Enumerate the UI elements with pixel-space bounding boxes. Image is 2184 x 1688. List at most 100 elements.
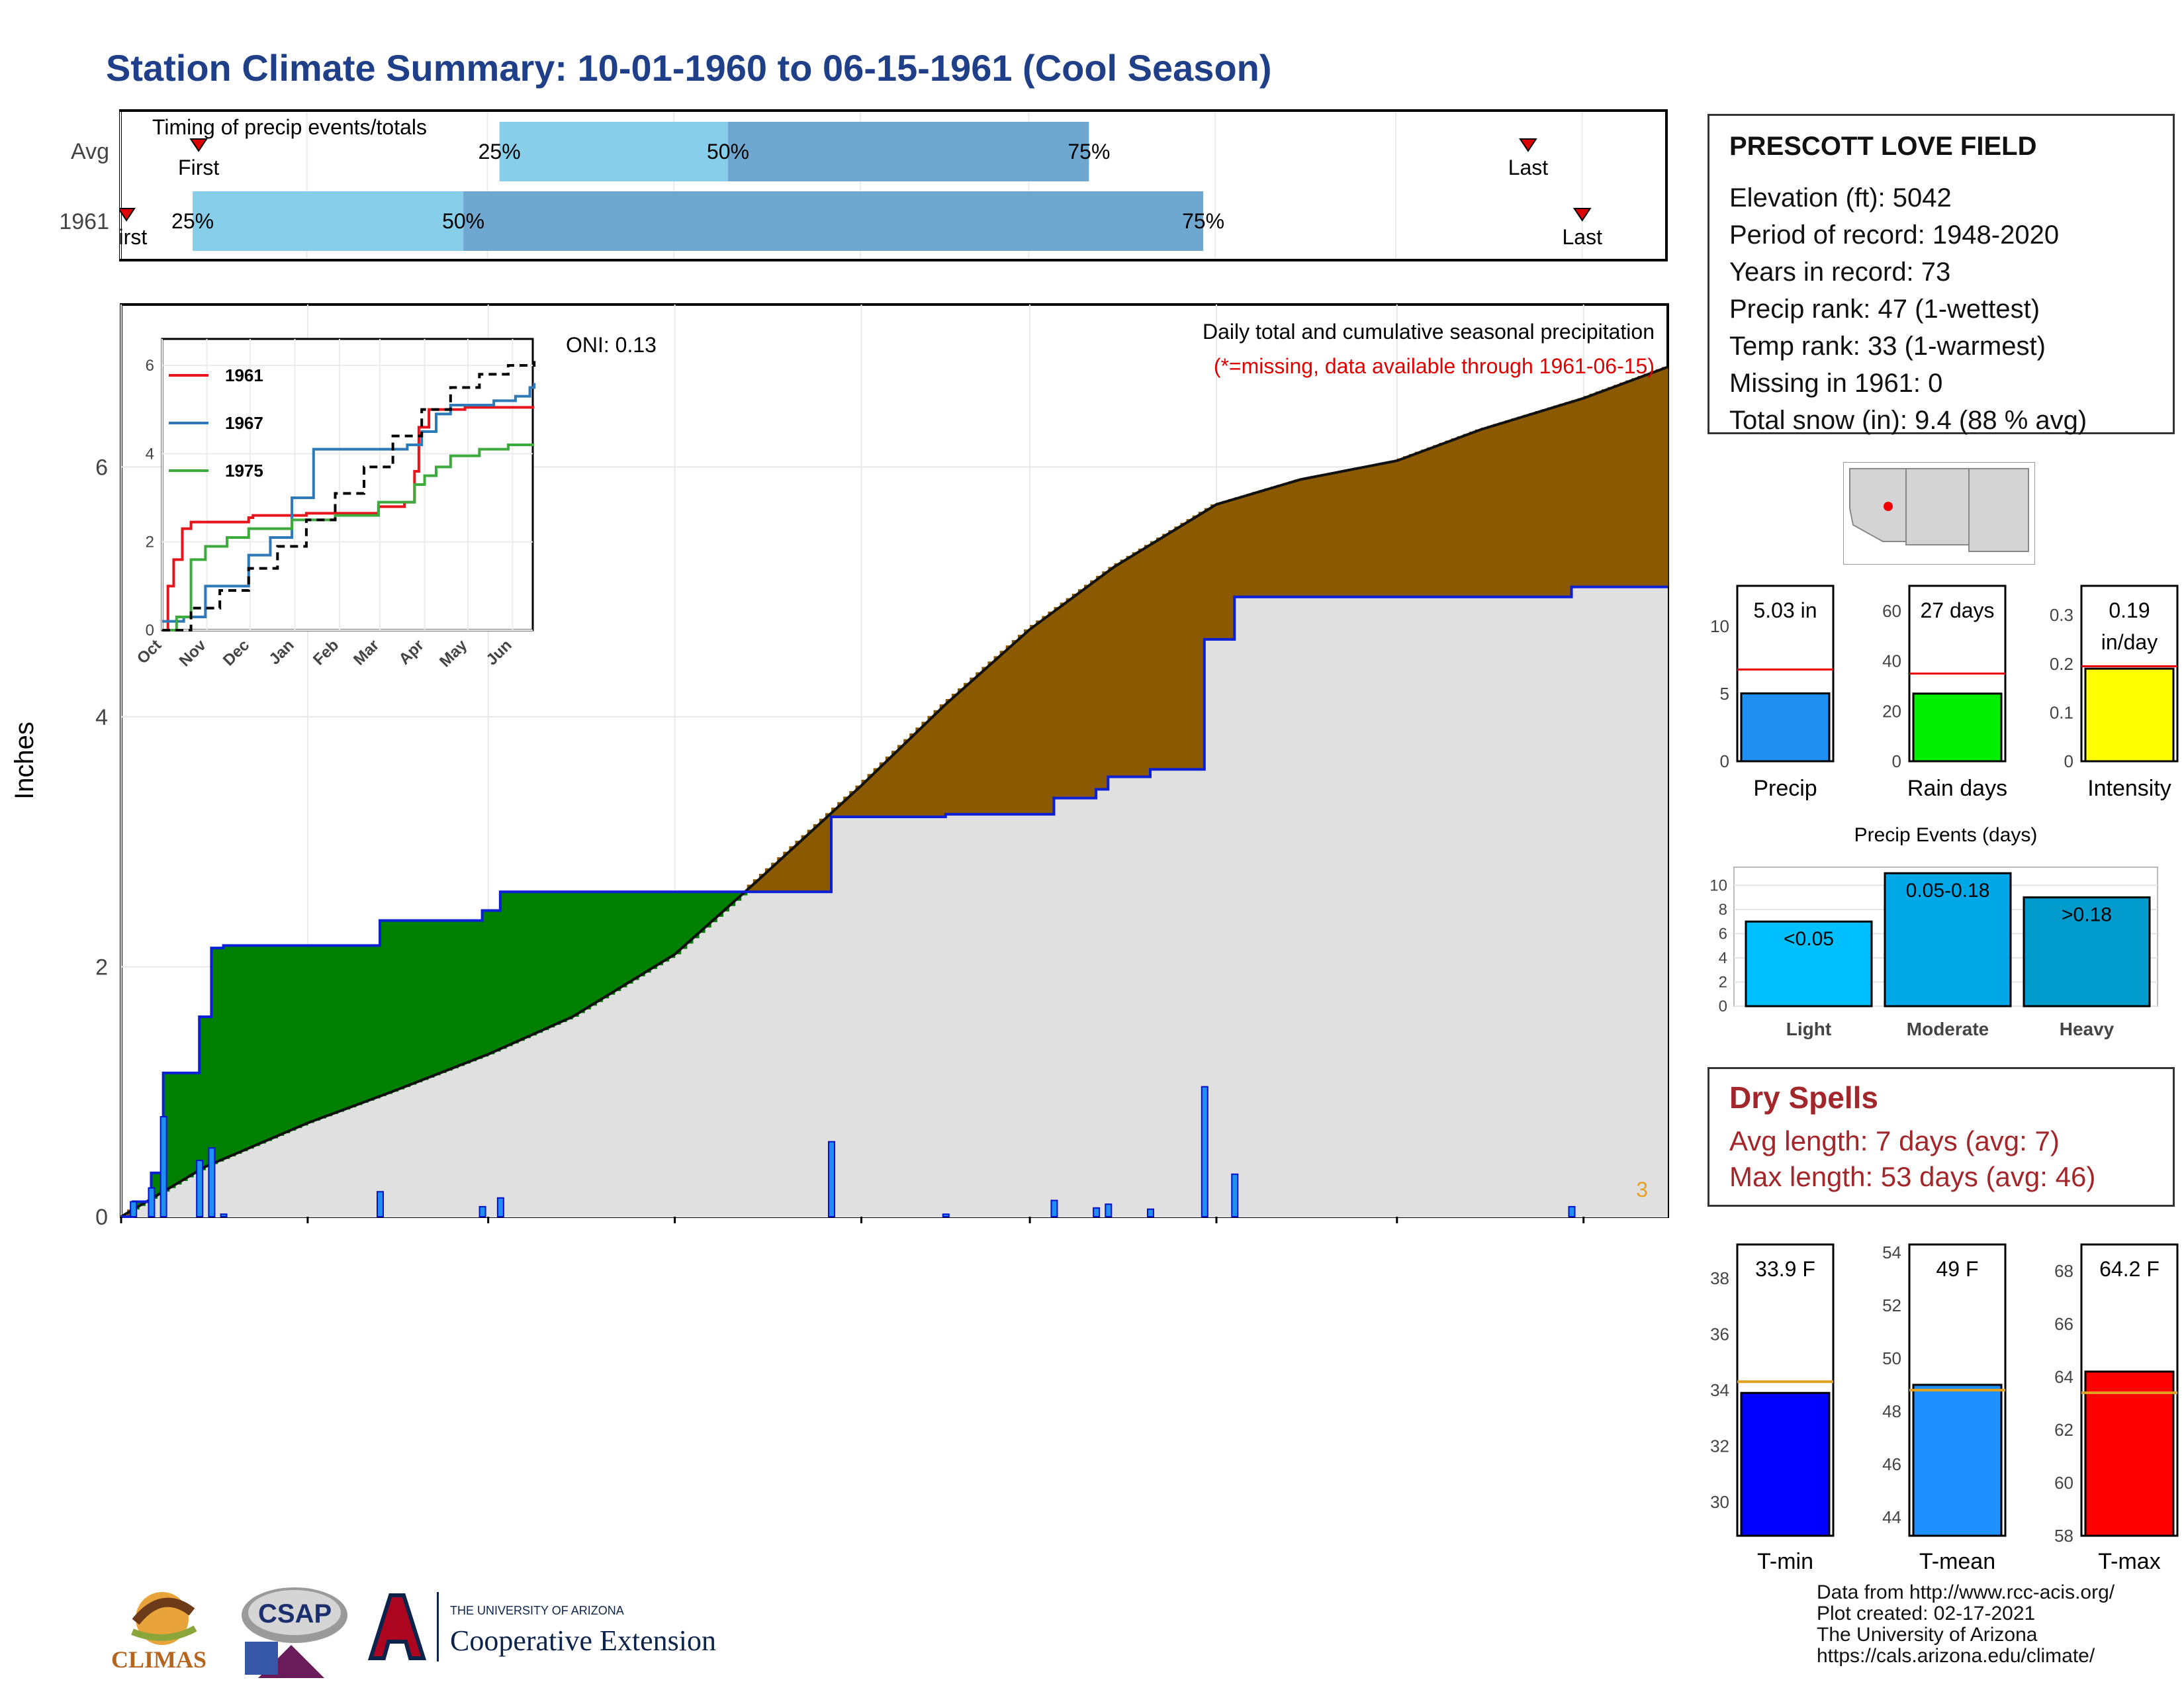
precip-surplus-slice — [476, 920, 483, 1059]
precip-deficit-slice — [1427, 447, 1433, 597]
temp-summary-chart: 30 32 34 36 38 33.9 F T-min 44 46 48 50 52 54 49 F T-m… — [1710, 1243, 2179, 1574]
temp-summary-bar — [1740, 1391, 1831, 1537]
daily-precip-bar — [208, 1147, 216, 1218]
precip-chart-subtitle: (*=missing, data available through 1961-… — [1214, 354, 1655, 378]
precip-deficit-slice — [909, 733, 916, 817]
precip-deficit-slice — [1511, 418, 1518, 597]
precip-common-area — [121, 586, 1668, 1217]
precip-summary-y-tick: 0 — [2064, 751, 2073, 771]
temp-summary-y-tick: 46 — [1882, 1454, 1901, 1474]
precip-deficit-slice — [1042, 616, 1048, 815]
inset-x-tick-label: Mar — [350, 636, 383, 669]
precip-deficit-slice — [1637, 375, 1645, 587]
daily-precip-bar — [1146, 1208, 1154, 1217]
precip-surplus-slice — [373, 945, 381, 1099]
precip-surplus-slice — [241, 945, 248, 1152]
precip-surplus-slice — [536, 892, 543, 1033]
precip-deficit-slice — [1036, 620, 1042, 815]
precip-deficit-slice — [1318, 475, 1326, 597]
inset-y-tick: 0 — [146, 622, 154, 639]
precip-surplus-slice — [686, 892, 694, 944]
precip-deficit-slice — [1126, 555, 1133, 777]
precip-surplus-slice — [211, 948, 218, 1164]
last-event-label: Last — [1508, 156, 1549, 179]
credit-line-2: Plot created: 02-17-2021 — [1817, 1603, 2036, 1624]
ua-logo: THE UNIVERSITY OF ARIZONA Cooperative Ex… — [361, 1585, 745, 1678]
precip-deficit-slice — [1499, 422, 1506, 597]
dry-spells-box: Dry Spells Avg length: 7 days (avg: 7) M… — [1707, 1067, 2175, 1207]
precip-summary-y-tick: 0 — [1892, 751, 1901, 771]
events-y-tick: 8 — [1719, 901, 1727, 919]
precip-deficit-slice — [1559, 403, 1567, 597]
precip-surplus-slice — [512, 892, 519, 1044]
station-precip-rank: Precip rank: 47 (1-wettest) — [1729, 295, 2040, 324]
temp-summary-value: 64.2 F — [2099, 1257, 2160, 1281]
precip-deficit-slice — [921, 722, 929, 817]
precip-deficit-slice — [970, 677, 976, 815]
precip-deficit-slice — [1186, 519, 1193, 770]
precip-surplus-slice — [205, 1016, 212, 1167]
precip-surplus-slice — [530, 892, 537, 1036]
precip-chart-title: Daily total and cumulative seasonal prec… — [1203, 320, 1655, 344]
precip-deficit-slice — [813, 824, 820, 892]
precip-deficit-slice — [1030, 625, 1036, 815]
precip-deficit-slice — [783, 851, 790, 892]
inset-x-tick-label: Jun — [482, 636, 515, 669]
temp-summary-bar — [2084, 1370, 2175, 1537]
timing-pct-label: 50% — [707, 140, 749, 164]
timing-row-label-avg: Avg — [71, 139, 109, 164]
precip-surplus-slice — [657, 892, 664, 966]
precip-summary-unit: in/day — [2101, 630, 2158, 654]
precip-deficit-slice — [1541, 409, 1548, 597]
precip-surplus-slice — [428, 920, 435, 1078]
precip-deficit-slice — [1469, 432, 1476, 597]
first-event-label: First — [178, 156, 219, 179]
precip-summary-bar — [1912, 692, 2003, 763]
precip-deficit-slice — [1060, 602, 1067, 798]
precip-deficit-slice — [891, 751, 898, 817]
precip-deficit-slice — [1583, 396, 1590, 587]
precip-surplus-slice — [470, 920, 477, 1062]
precip-surplus-slice — [247, 945, 254, 1149]
inset-legend-label: 1961 — [225, 365, 263, 385]
precip-surplus-slice — [452, 920, 459, 1068]
precip-deficit-slice — [1054, 607, 1061, 798]
timing-pct-label: 75% — [1068, 140, 1110, 164]
precip-deficit-slice — [1421, 449, 1428, 597]
precip-deficit-slice — [1625, 380, 1633, 587]
precip-deficit-slice — [1011, 639, 1019, 815]
precip-summary-category: Precip — [1753, 776, 1817, 801]
precip-summary-y-tick: 0.3 — [2050, 605, 2073, 625]
precip-surplus-slice — [596, 892, 604, 1002]
precip-deficit-slice — [933, 710, 940, 817]
station-name: PRESCOTT LOVE FIELD — [1729, 132, 2037, 161]
inset-line-average — [162, 361, 536, 632]
precip-y-axis-label: Inches — [10, 722, 39, 800]
precip-surplus-slice — [217, 948, 224, 1162]
oni-label: ONI: 0.13 — [566, 333, 657, 357]
precip-surplus-slice — [680, 892, 688, 949]
precip-deficit-slice — [1523, 414, 1530, 597]
precip-deficit-slice — [1355, 467, 1361, 597]
climas-text: CLIMAS — [111, 1646, 207, 1673]
precip-deficit-slice — [795, 841, 802, 892]
precip-surplus-slice — [542, 892, 549, 1031]
precip-surplus-slice — [458, 920, 465, 1066]
precip-deficit-slice — [1385, 461, 1392, 597]
precip-deficit-slice — [789, 846, 796, 892]
daily-precip-bar — [1105, 1203, 1113, 1218]
daily-precip-bar — [942, 1213, 950, 1217]
events-title: Precip Events (days) — [1854, 824, 2038, 846]
precip-surplus-slice — [584, 892, 591, 1009]
precip-summary-chart: 0 5 10 5.03 in Precip 0 20 40 60 27 days Rain days… — [1710, 585, 2179, 801]
precip-summary-value: 0.19 — [2109, 598, 2150, 622]
inset-legend-label: 1975 — [225, 461, 263, 481]
temp-summary-value: 33.9 F — [1755, 1257, 1815, 1281]
precip-deficit-slice — [1295, 479, 1301, 597]
timing-bar-50-75 — [463, 191, 1204, 251]
precip-deficit-slice — [1312, 475, 1320, 597]
precip-deficit-slice — [777, 857, 784, 892]
precip-deficit-slice — [1481, 427, 1488, 597]
precip-deficit-slice — [843, 796, 850, 817]
precip-surplus-slice — [349, 945, 357, 1107]
